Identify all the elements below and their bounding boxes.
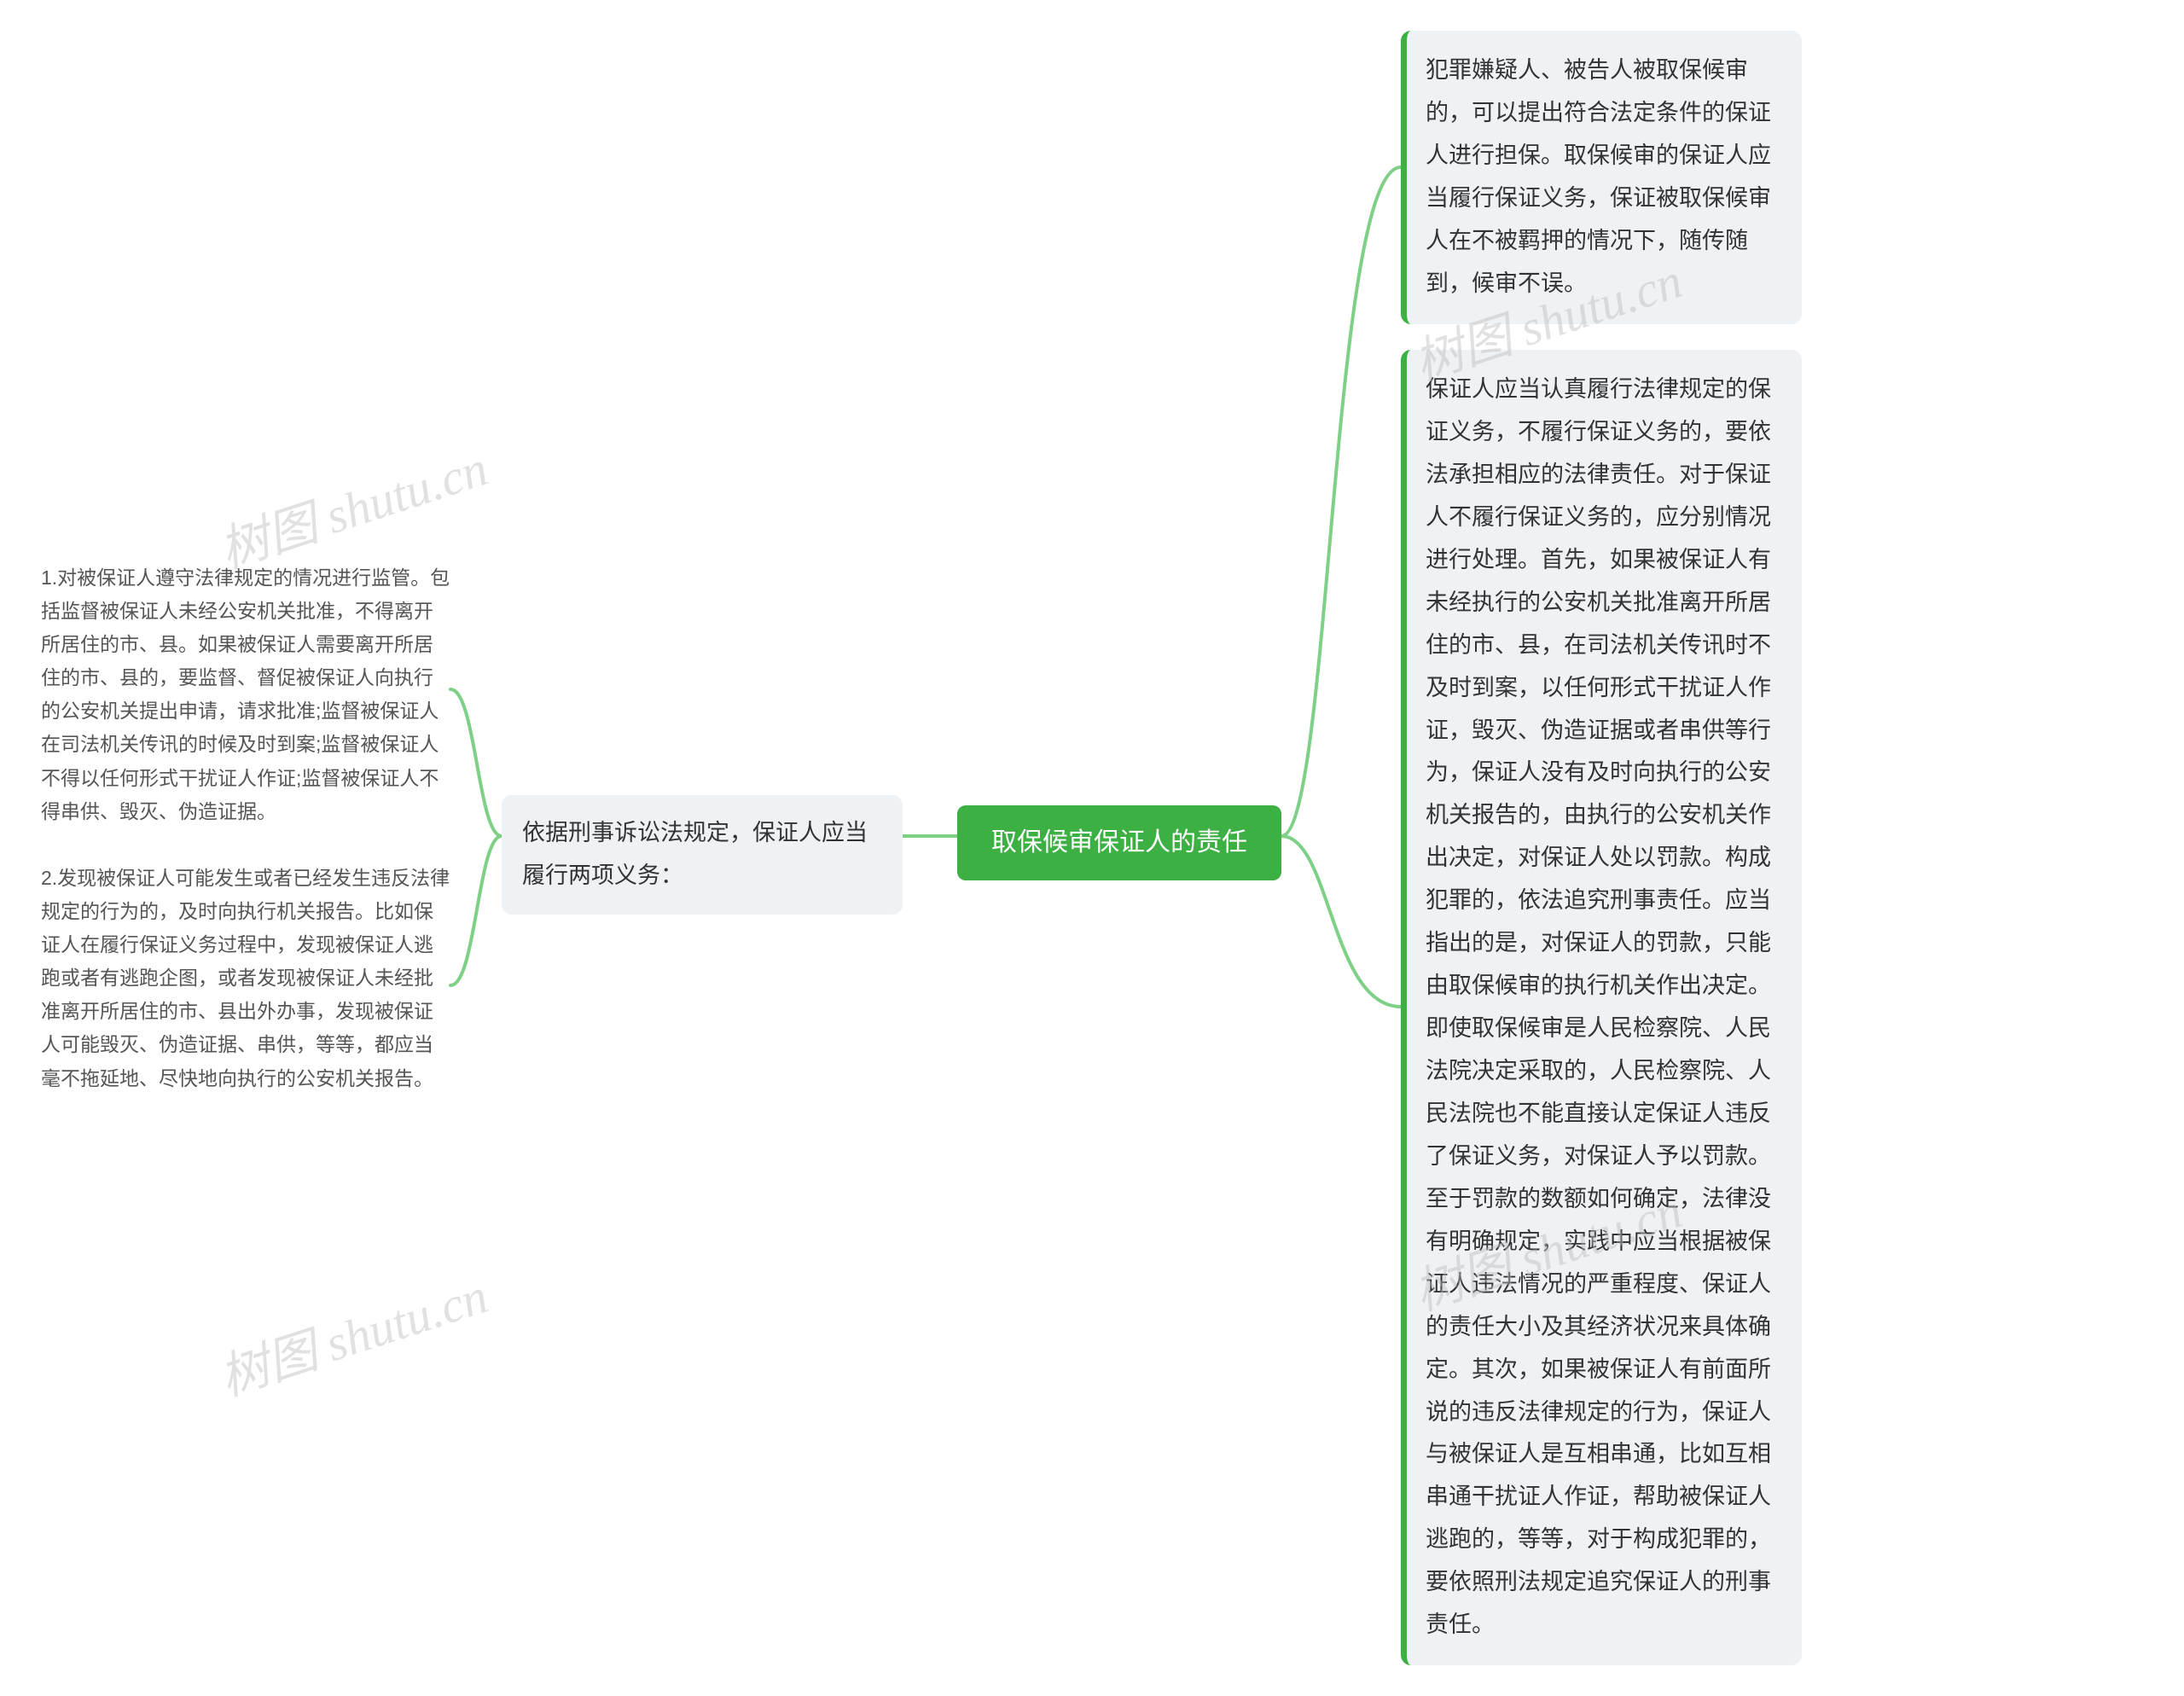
watermark: 树图 shutu.cn: [209, 428, 495, 582]
watermark: 树图 shutu.cn: [209, 1256, 495, 1409]
right-leaf-2: 保证人应当认真履行法律规定的保证义务，不履行保证义务的，要依法承担相应的法律责任…: [1401, 350, 1802, 1665]
left-branch-node: 依据刑事诉讼法规定，保证人应当履行两项义务：: [502, 795, 903, 915]
left-leaf-2: 2.发现被保证人可能发生或者已经发生违反法律规定的行为的，及时向执行机关报告。比…: [41, 862, 450, 1095]
root-node: 取保候审保证人的责任: [957, 805, 1281, 880]
right-leaf-1: 犯罪嫌疑人、被告人被取保候审的，可以提出符合法定条件的保证人进行担保。取保候审的…: [1401, 31, 1802, 324]
left-leaf-1: 1.对被保证人遵守法律规定的情况进行监管。包括监督被保证人未经公安机关批准，不得…: [41, 561, 450, 828]
